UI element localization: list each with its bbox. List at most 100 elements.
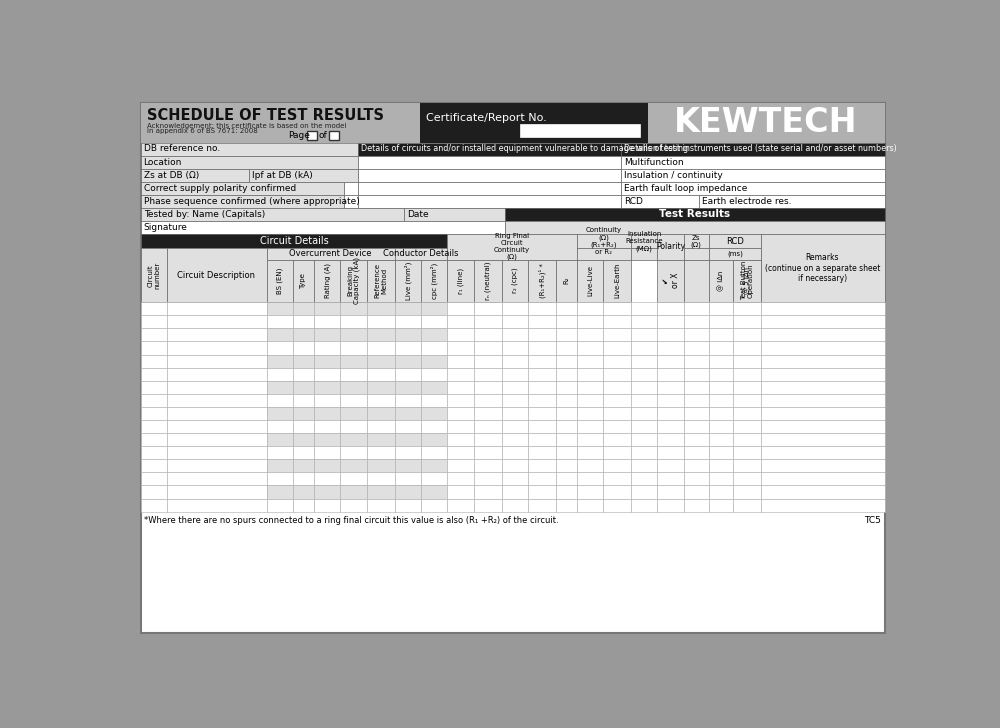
Bar — [340, 328, 367, 341]
Bar — [603, 407, 631, 420]
Bar — [474, 433, 502, 446]
Bar — [167, 407, 267, 420]
Bar — [474, 302, 502, 315]
Bar — [340, 486, 367, 499]
Bar — [733, 341, 761, 355]
Bar — [761, 234, 885, 302]
Bar — [657, 446, 684, 459]
Bar — [733, 499, 761, 512]
Bar — [709, 472, 733, 486]
Bar — [367, 433, 395, 446]
Text: @ I∆n: @ I∆n — [718, 270, 724, 290]
Bar — [167, 472, 267, 486]
Bar — [140, 208, 404, 221]
Bar — [395, 446, 421, 459]
Bar — [267, 472, 293, 486]
Bar — [502, 446, 528, 459]
Bar — [502, 260, 528, 302]
Bar — [556, 341, 577, 355]
Bar — [447, 407, 474, 420]
Bar — [293, 446, 314, 459]
Bar — [556, 472, 577, 486]
Bar — [167, 315, 267, 328]
Bar — [314, 420, 340, 433]
Bar — [577, 341, 603, 355]
Bar — [421, 459, 447, 472]
Bar — [367, 381, 395, 394]
Bar — [267, 446, 293, 459]
Bar — [684, 260, 709, 302]
Bar — [556, 260, 577, 302]
Text: SCHEDULE OF TEST RESULTS: SCHEDULE OF TEST RESULTS — [147, 108, 384, 122]
Bar — [648, 103, 885, 143]
Bar — [761, 420, 885, 433]
Bar — [314, 328, 340, 341]
Bar — [603, 381, 631, 394]
Bar — [603, 260, 631, 302]
Text: DB reference no.: DB reference no. — [144, 144, 220, 154]
Bar — [733, 260, 761, 302]
Bar — [733, 260, 761, 302]
Bar — [367, 394, 395, 407]
Bar — [556, 499, 577, 512]
Text: R₂: R₂ — [563, 277, 569, 285]
Text: Ipf at DB (kA): Ipf at DB (kA) — [252, 170, 313, 180]
Bar — [556, 486, 577, 499]
Text: Live-Earth: Live-Earth — [614, 263, 620, 298]
Bar — [684, 486, 709, 499]
Bar — [528, 355, 556, 368]
Bar — [684, 368, 709, 381]
Bar — [367, 420, 395, 433]
Bar — [367, 499, 395, 512]
Text: Ring Final
Circuit
Continuity
(Ω): Ring Final Circuit Continuity (Ω) — [494, 233, 530, 261]
Bar — [395, 499, 421, 512]
Bar — [709, 407, 733, 420]
Bar — [314, 381, 340, 394]
Bar — [631, 234, 657, 248]
Bar — [603, 328, 631, 341]
Bar — [314, 407, 340, 420]
Text: Overcurrent Device: Overcurrent Device — [289, 249, 372, 258]
Bar — [474, 381, 502, 394]
Bar — [447, 472, 474, 486]
Bar — [421, 302, 447, 315]
Bar — [502, 368, 528, 381]
Bar — [474, 260, 502, 302]
Bar — [367, 486, 395, 499]
Bar — [167, 433, 267, 446]
Bar — [556, 420, 577, 433]
Bar — [293, 433, 314, 446]
Bar — [340, 459, 367, 472]
Bar — [709, 499, 733, 512]
Bar — [631, 381, 657, 394]
Bar — [293, 368, 314, 381]
Text: @ 5 I∆n: @ 5 I∆n — [744, 267, 751, 294]
Bar — [528, 433, 556, 446]
Bar — [293, 394, 314, 407]
Bar — [314, 302, 340, 315]
Bar — [474, 420, 502, 433]
Bar — [761, 368, 885, 381]
Bar — [307, 131, 317, 140]
Bar — [657, 472, 684, 486]
Bar — [140, 195, 344, 208]
Bar — [421, 394, 447, 407]
Bar — [709, 381, 733, 394]
Bar — [340, 341, 367, 355]
Bar — [314, 394, 340, 407]
Bar — [293, 260, 314, 302]
Bar — [340, 499, 367, 512]
Bar — [267, 499, 293, 512]
Bar — [140, 156, 358, 169]
Bar — [657, 394, 684, 407]
Bar — [631, 341, 657, 355]
Bar — [556, 407, 577, 420]
Bar — [340, 446, 367, 459]
Bar — [167, 341, 267, 355]
Text: Remarks
(continue on a separate sheet
if necessary): Remarks (continue on a separate sheet if… — [765, 253, 880, 283]
Bar — [577, 368, 603, 381]
Bar — [761, 407, 885, 420]
Bar — [447, 368, 474, 381]
Bar — [167, 381, 267, 394]
Bar — [709, 459, 733, 472]
